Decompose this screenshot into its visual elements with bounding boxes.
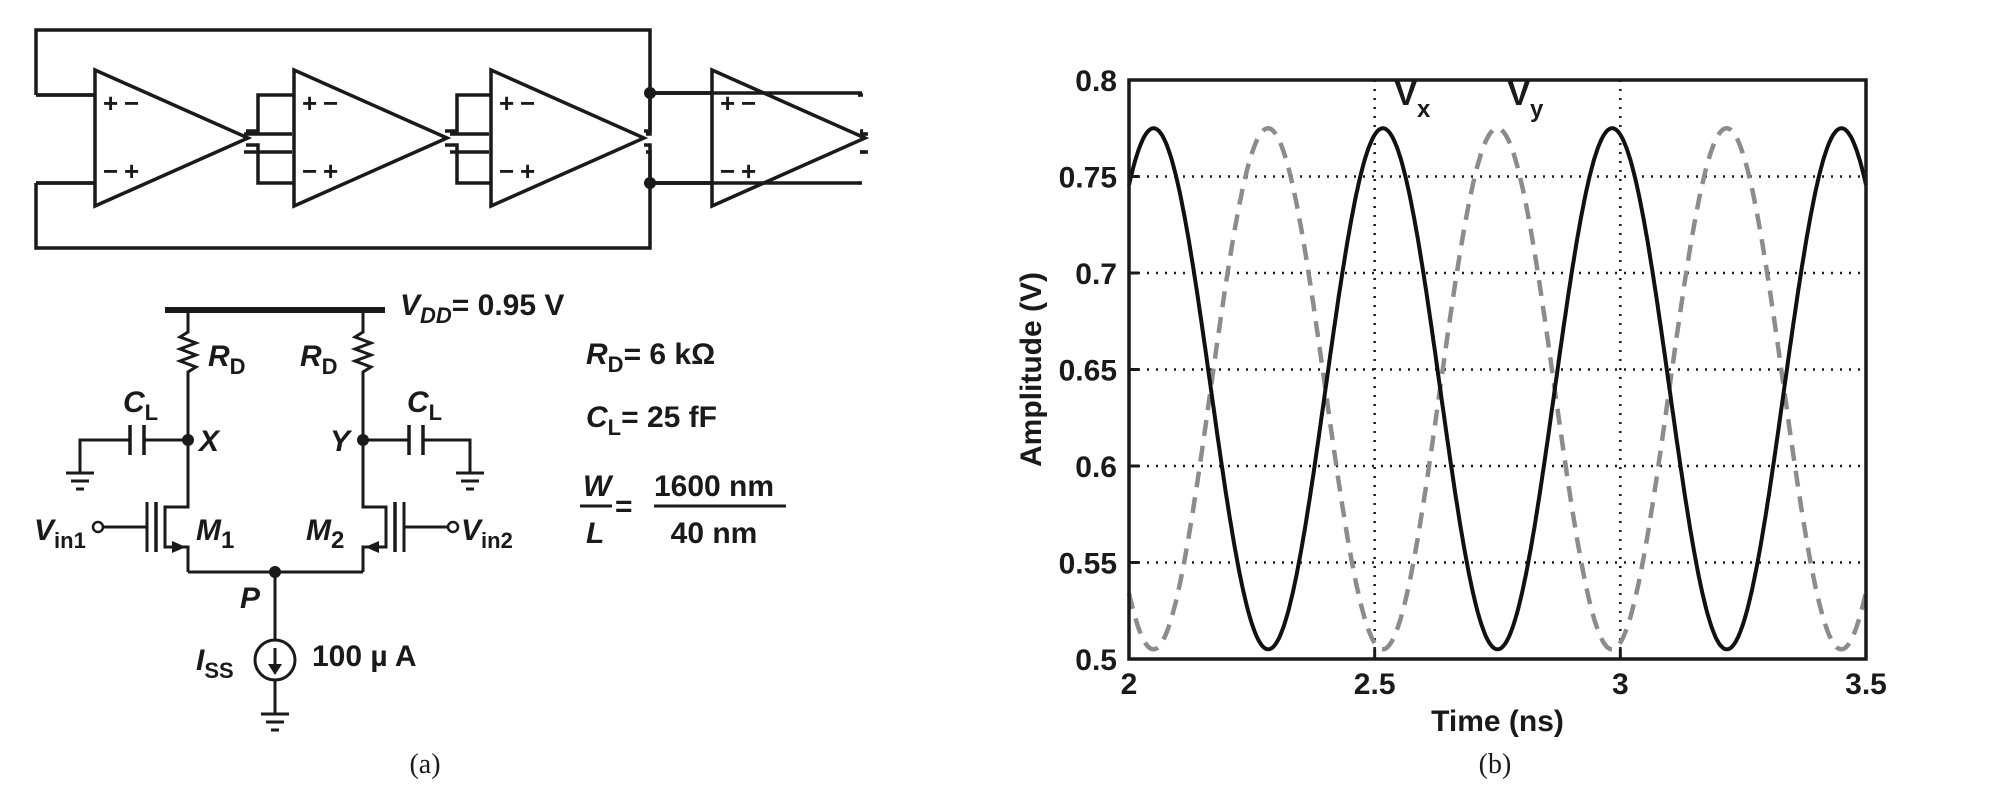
svg-text:−: −	[741, 88, 756, 118]
svg-text:CL: CL	[123, 386, 158, 425]
svg-text:+: +	[302, 88, 317, 118]
svg-text:−: −	[302, 156, 317, 186]
waveform-chart: 2 2.5 3 3.5 0.5 0.55 0.6 0.65 0.7 0.75 0.8 Time (…	[1015, 65, 1887, 738]
svg-text:P: P	[240, 582, 261, 615]
svg-text:CL= 25 fF: CL= 25 fF	[586, 401, 717, 440]
y-axis-label: Amplitude (V)	[1015, 272, 1048, 467]
svg-text:+: +	[323, 156, 338, 186]
series-vx-line	[1127, 126, 1868, 652]
svg-text:+: +	[520, 156, 535, 186]
svg-text:+: +	[499, 88, 514, 118]
x-tick-label: 2.5	[1354, 668, 1396, 701]
y-tick-label: 0.55	[1059, 548, 1117, 581]
series-vx-label: Vx	[1394, 75, 1431, 123]
svg-text:M2: M2	[306, 514, 344, 554]
svg-text:X: X	[197, 425, 221, 458]
svg-text:Y: Y	[330, 425, 353, 458]
svg-text:−: −	[124, 88, 139, 118]
series-vy-line	[1126, 126, 1869, 652]
x-axis-label: Time (ns)	[1431, 705, 1564, 738]
amplifier-polarity-marks: + − − + + − − + + − − + + − − +	[103, 88, 756, 186]
chart-grid	[1129, 80, 1866, 659]
amplifier-stage-1	[36, 67, 253, 209]
svg-text:1600 nm: 1600 nm	[654, 470, 774, 503]
x-tick-label: 3	[1612, 668, 1629, 701]
amplifier-stage-4	[710, 67, 870, 209]
svg-text:+: +	[720, 88, 735, 118]
y-tick-label: 0.6	[1075, 451, 1117, 484]
y-axis-ticks: 0.5 0.55 0.6 0.65 0.7 0.75 0.8	[1059, 65, 1139, 677]
y-tick-label: 0.7	[1075, 258, 1117, 291]
svg-text:40 nm: 40 nm	[671, 517, 758, 550]
svg-text:=: =	[615, 490, 633, 523]
amplifier-stage-2	[292, 67, 452, 209]
svg-text:+: +	[741, 156, 756, 186]
svg-text:Vin2: Vin2	[461, 514, 513, 553]
x-tick-label: 3.5	[1845, 668, 1887, 701]
svg-text:ISS: ISS	[196, 644, 234, 683]
svg-text:+: +	[124, 156, 139, 186]
svg-text:VDD= 0.95 V: VDD= 0.95 V	[400, 289, 564, 328]
svg-text:−: −	[520, 88, 535, 118]
y-tick-label: 0.65	[1059, 355, 1117, 388]
y-tick-label: 0.5	[1075, 644, 1117, 677]
svg-text:−: −	[323, 88, 338, 118]
svg-text:−: −	[720, 156, 735, 186]
svg-text:L: L	[586, 517, 604, 550]
x-axis-ticks: 2 2.5 3 3.5	[1121, 649, 1887, 701]
y-tick-label: 0.75	[1059, 162, 1117, 195]
x-tick-label: 2	[1121, 668, 1138, 701]
svg-text:RD: RD	[300, 340, 338, 379]
caption-b: (b)	[1479, 749, 1512, 780]
y-tick-label: 0.8	[1075, 65, 1117, 98]
svg-text:−: −	[103, 156, 118, 186]
svg-text:100 µ A: 100 µ A	[312, 640, 417, 673]
svg-text:Vin1: Vin1	[34, 514, 86, 553]
series-vy-label: Vy	[1507, 75, 1544, 123]
resistor-right	[350, 310, 376, 440]
svg-text:−: −	[499, 156, 514, 186]
svg-text:M1: M1	[196, 514, 234, 554]
amplifier-stage-3	[489, 67, 649, 209]
differential-pair-schematic: VDD= 0.95 V RD RD CL CL X Y P Vin1 Vin2 …	[34, 289, 786, 732]
caption-a: (a)	[409, 749, 440, 780]
svg-text:+: +	[103, 88, 118, 118]
svg-text:W: W	[583, 470, 614, 503]
resistor-left	[175, 310, 201, 440]
svg-text:CL: CL	[407, 386, 442, 425]
svg-text:RD: RD	[208, 340, 246, 379]
svg-text:RD= 6 kΩ: RD= 6 kΩ	[586, 338, 715, 377]
ring-oscillator: + − − + + − − + + − − + + − − +	[34, 28, 870, 250]
